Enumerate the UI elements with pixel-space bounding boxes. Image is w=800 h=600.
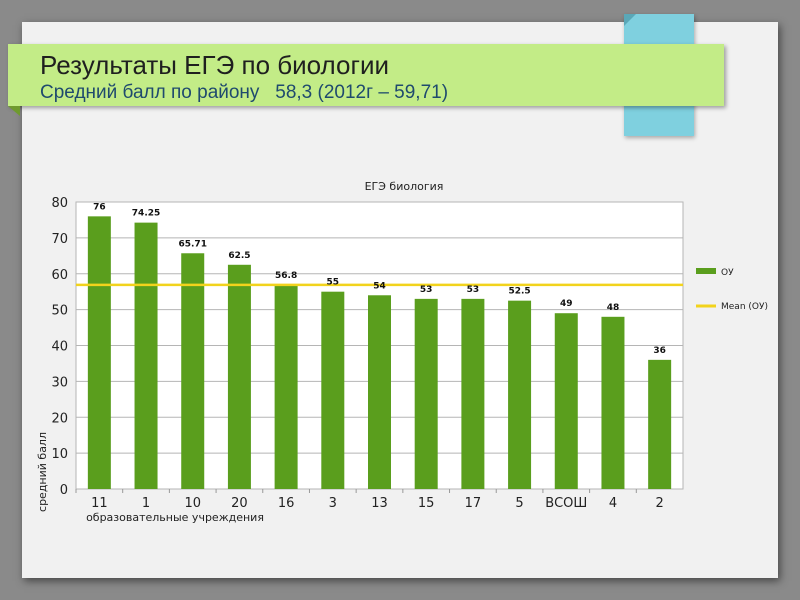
- bar: [508, 300, 532, 489]
- decorative-fold: [624, 14, 636, 26]
- title-banner: [8, 44, 724, 106]
- title-banner-fold: [8, 106, 20, 116]
- x-tick-label: 1: [142, 496, 150, 511]
- x-tick-label: 15: [418, 496, 435, 511]
- y-axis-label: средний балл: [36, 432, 49, 512]
- y-tick-label: 30: [51, 375, 68, 390]
- bar-value-label: 52.5: [508, 287, 530, 297]
- x-tick-label: 2: [656, 496, 664, 511]
- y-tick-label: 50: [51, 304, 68, 319]
- bar: [368, 295, 391, 489]
- bar-value-label: 65.71: [178, 239, 206, 249]
- bar: [227, 264, 251, 489]
- x-tick-label: 10: [184, 496, 201, 511]
- legend: ОУ Mean (ОУ): [696, 268, 768, 312]
- page-subtitle: Средний балл по району 58,3 (2012г – 59,…: [40, 82, 449, 103]
- y-tick-label: 70: [51, 232, 68, 247]
- legend-label-mean: Mean (ОУ): [721, 302, 768, 312]
- bar: [181, 253, 205, 489]
- bar: [274, 285, 298, 489]
- y-tick-label: 20: [51, 411, 68, 426]
- x-tick-label: 17: [465, 496, 482, 511]
- bar-value-label: 36: [653, 346, 666, 356]
- bar-value-label: 48: [607, 303, 620, 313]
- bar: [134, 222, 158, 490]
- bars: [87, 216, 672, 490]
- x-tick-label: 5: [515, 496, 523, 511]
- bar: [461, 298, 485, 489]
- y-tick-label: 40: [51, 340, 68, 355]
- x-axis-label: образовательные учреждения: [86, 511, 264, 524]
- bar: [321, 291, 345, 489]
- bar: [601, 316, 625, 489]
- y-tick-label: 10: [51, 447, 68, 462]
- y-tick-label: 60: [51, 268, 68, 283]
- bar: [648, 359, 672, 489]
- x-tick-label: ВСОШ: [545, 496, 587, 511]
- legend-label-bars: ОУ: [721, 268, 734, 278]
- bar: [87, 216, 111, 489]
- bar-value-label: 49: [560, 299, 573, 309]
- x-tick-label: 20: [231, 496, 248, 511]
- bar-value-label: 55: [327, 278, 340, 288]
- bar: [414, 298, 438, 489]
- bar-value-label: 74.25: [132, 209, 160, 219]
- bar-value-label: 54: [373, 281, 386, 291]
- page-title: Результаты ЕГЭ по биологии: [40, 50, 390, 80]
- x-tick-label: 3: [329, 496, 337, 511]
- x-tick-label: 4: [609, 496, 617, 511]
- bar: [554, 313, 578, 489]
- chart-title: ЕГЭ биология: [365, 180, 444, 193]
- bar-value-label: 76: [93, 202, 106, 212]
- bar-value-label: 53: [467, 285, 480, 295]
- y-tick-label: 80: [51, 196, 68, 211]
- bar-value-label: 53: [420, 285, 433, 295]
- y-tick-label: 0: [60, 483, 68, 498]
- legend-swatch-bars: [696, 268, 716, 274]
- x-tick-label: 16: [278, 496, 295, 511]
- bar-value-label: 62.5: [228, 251, 250, 261]
- x-tick-label: 11: [91, 496, 108, 511]
- x-tick-label: 13: [371, 496, 388, 511]
- bar-value-label: 56.8: [275, 271, 297, 281]
- data-labels: 76 74.25 65.71 62.5 56.8 55 54 53 53 52.5 49 48 36: [93, 202, 666, 356]
